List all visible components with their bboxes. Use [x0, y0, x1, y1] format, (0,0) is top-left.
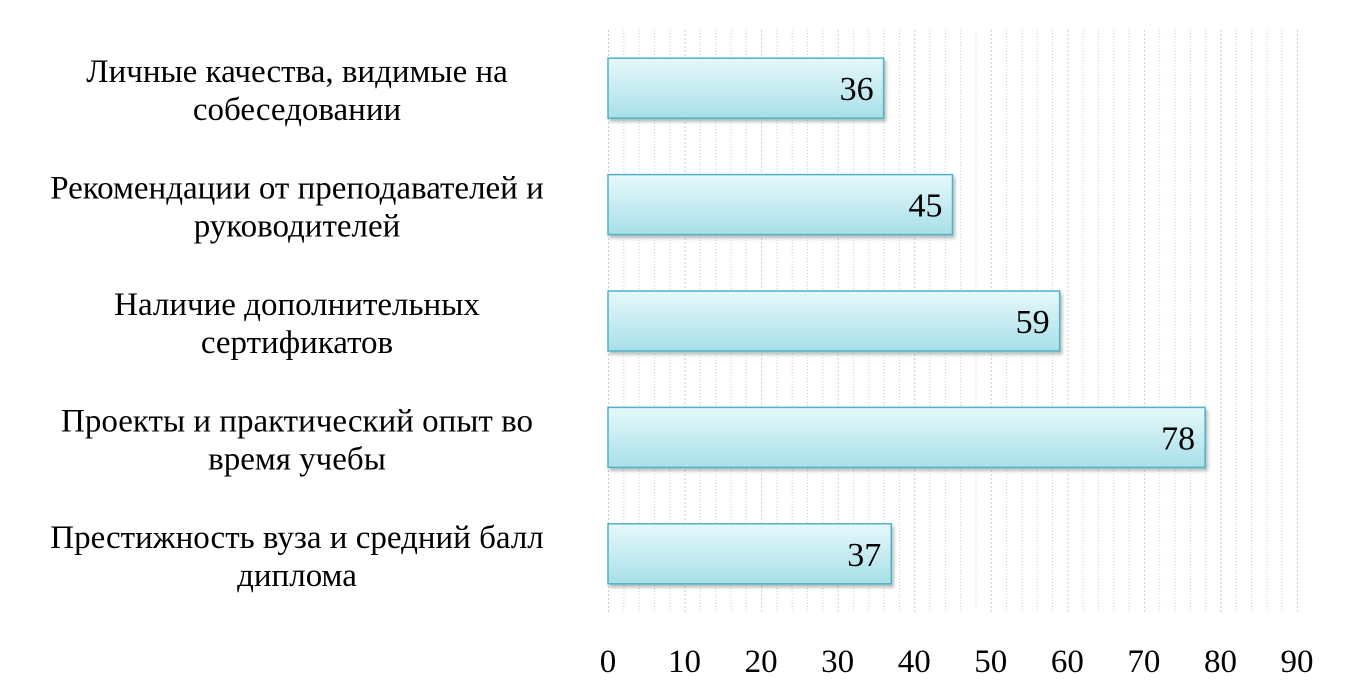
data-label: 78: [1161, 420, 1195, 457]
x-tick-label: 30: [821, 644, 854, 680]
x-tick-label: 90: [1281, 644, 1314, 680]
bar: [607, 173, 954, 236]
x-tick-label: 20: [745, 644, 778, 680]
category-label-line: Наличие дополнительных: [114, 287, 480, 323]
bar: [607, 406, 1206, 469]
category-label: Рекомендации от преподавателей ируководи…: [50, 171, 544, 245]
category-label-line: Рекомендации от преподавателей и: [50, 171, 544, 207]
bars: 36 45 59 78 37: [607, 57, 1206, 585]
data-label: 59: [1016, 304, 1050, 341]
x-tick-label: 50: [974, 644, 1007, 680]
x-tick-label: 0: [600, 644, 617, 680]
x-axis-ticks: 0 10 20 30 40 50 60 70 80 90: [600, 644, 1314, 680]
category-label-line: Престижность вуза и средний балл: [50, 520, 544, 556]
data-label: 45: [909, 188, 943, 225]
category-label-line: Личные качества, видимые на: [86, 54, 508, 90]
x-tick-label: 40: [898, 644, 931, 680]
x-tick-label: 10: [668, 644, 701, 680]
data-label: 37: [847, 537, 881, 574]
category-label-line: Проекты и практический опыт во: [61, 403, 533, 439]
category-label-line: сертификатов: [201, 325, 393, 361]
bar: [607, 523, 893, 585]
x-tick-label: 80: [1204, 644, 1237, 680]
bar: [607, 57, 885, 119]
x-tick-label: 70: [1127, 644, 1160, 680]
category-label-line: собеседовании: [193, 92, 401, 128]
category-labels: Личные качества, видимые насобеседовании…: [50, 54, 544, 594]
category-label-line: время учебы: [208, 441, 386, 477]
bar: [607, 290, 1061, 352]
category-label-line: диплома: [237, 558, 357, 594]
category-label-line: руководителей: [194, 209, 401, 245]
data-label: 36: [840, 71, 874, 108]
x-tick-label: 60: [1051, 644, 1084, 680]
